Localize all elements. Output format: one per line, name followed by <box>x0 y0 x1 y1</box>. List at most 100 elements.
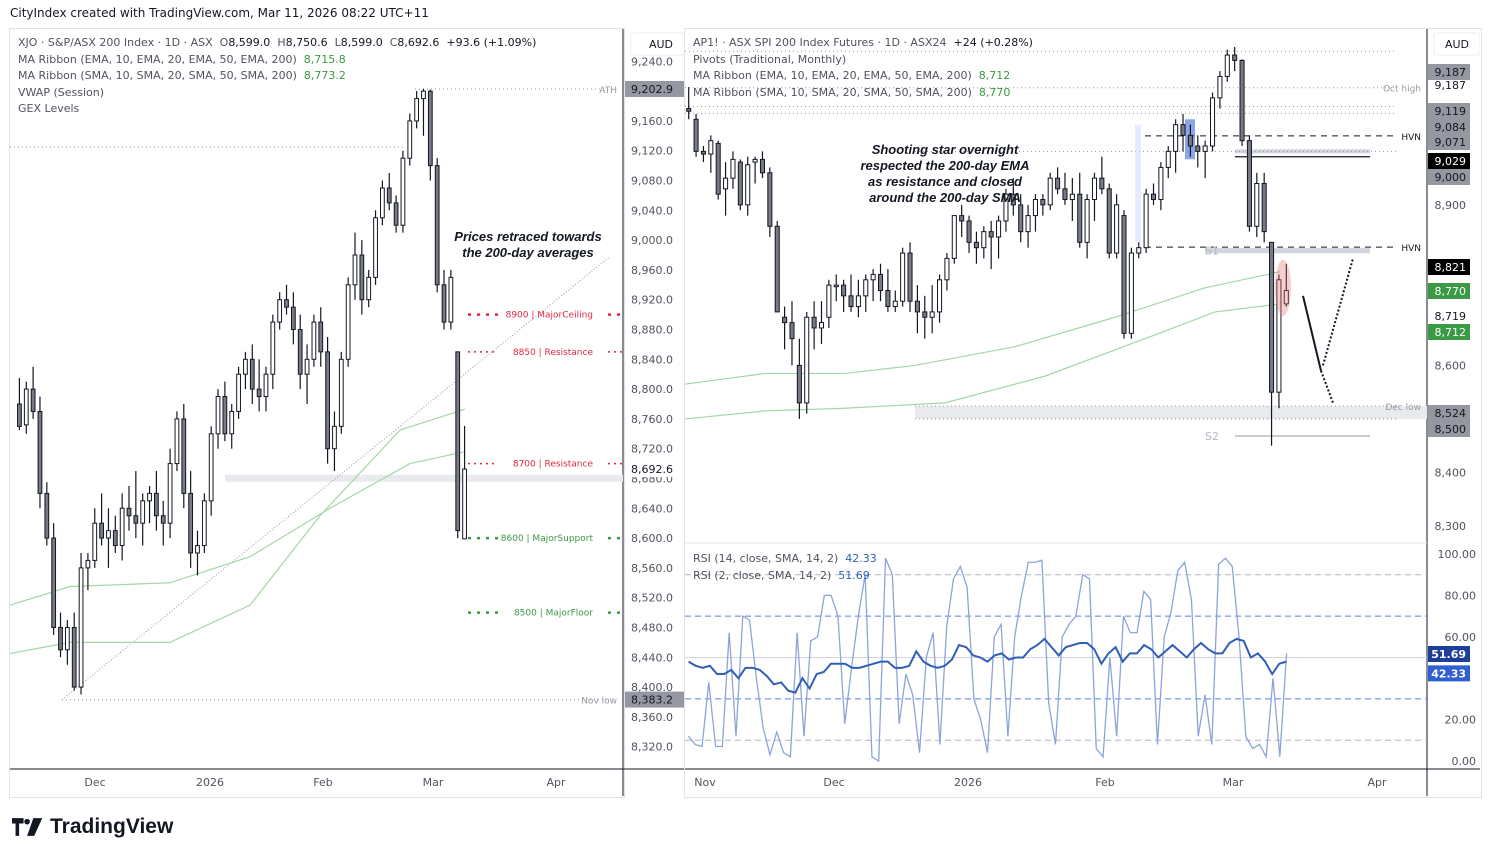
rsi14-line <box>688 637 1287 694</box>
candle-body <box>290 306 296 331</box>
rsi-tick: 100.00 <box>1438 548 1477 561</box>
candle-body <box>51 537 57 628</box>
candle-body <box>1217 75 1223 99</box>
right-ema-ribbon[interactable]: MA Ribbon (EMA, 10, EMA, 20, EMA, 50, EM… <box>693 68 1033 85</box>
price-tag-bg <box>625 80 684 97</box>
price-tag-bg <box>1428 283 1470 299</box>
right-pivots[interactable]: Pivots (Traditional, Monthly) <box>693 52 847 66</box>
candle-body <box>30 388 36 412</box>
candle-body <box>462 468 467 540</box>
candle-body <box>1106 188 1112 254</box>
candle-body <box>92 522 98 561</box>
right-symbol-line: AP1! · ASX SPI 200 Index Futures · 1D · … <box>693 35 1033 52</box>
right-sma-ribbon[interactable]: MA Ribbon (SMA, 10, SMA, 20, SMA, 50, SM… <box>693 85 1033 102</box>
candle-body <box>818 322 825 329</box>
candle-body <box>1010 193 1016 206</box>
candle-body <box>147 492 152 502</box>
price-tick: 8,880.0 <box>631 324 673 337</box>
gex-label: 8700 | Resistance <box>513 460 594 470</box>
gex-label: 8600 | MajorSupport <box>501 534 594 544</box>
sma-200-line <box>10 408 466 655</box>
price-tick: 9,240.0 <box>631 55 673 68</box>
tradingview-logo[interactable]: TradingView <box>12 815 173 839</box>
candle-body <box>1003 193 1009 222</box>
price-tag: 9,084 <box>1435 121 1467 134</box>
rsi-tick: 80.00 <box>1445 589 1477 602</box>
rsi2-value: 51.69 <box>838 568 870 582</box>
price-tag: 8,524 <box>1435 407 1467 420</box>
candle-body <box>71 626 77 688</box>
candle-body <box>455 351 461 532</box>
left-ema-ribbon[interactable]: MA Ribbon (EMA, 10, EMA, 20, EMA, 50, EM… <box>18 52 536 69</box>
time-tick: Feb <box>313 776 332 789</box>
last-price-bg <box>625 461 684 478</box>
time-tick: Apr <box>546 776 566 789</box>
candle-body <box>352 254 358 286</box>
candle-body <box>1055 177 1061 190</box>
candle-body <box>1040 199 1046 206</box>
price-tag: 8,770 <box>1435 285 1467 298</box>
candle-body <box>796 364 802 404</box>
price-tag: 9,071 <box>1435 136 1467 149</box>
close-value: 8,692.6 <box>397 36 440 49</box>
price-tick: 9,120.0 <box>631 145 673 158</box>
candle-body <box>23 388 29 426</box>
level-label: HVN <box>1401 133 1421 143</box>
candle-body <box>973 241 979 249</box>
candle-body <box>229 410 235 435</box>
left-gex-levels[interactable]: GEX Levels <box>18 102 80 115</box>
left-chart-canvas[interactable]: AUD9,240.09,200.09,160.09,120.09,080.09,… <box>10 29 684 796</box>
candle-body <box>833 284 839 288</box>
rsi14-legend[interactable]: RSI (14, close, SMA, 14, 2) 42.33 <box>693 551 877 568</box>
candle-body <box>723 177 729 190</box>
candle-body <box>885 290 891 308</box>
candle-body <box>737 161 743 206</box>
candle-body <box>767 172 773 227</box>
sma-ribbon-value: 8,773.2 <box>303 69 346 82</box>
candle-body <box>811 316 817 329</box>
candle-body <box>441 284 447 323</box>
candle-body <box>1121 215 1127 334</box>
left-annotation-line-1: Prices retraced towards <box>454 229 602 244</box>
candle-body <box>393 202 399 226</box>
candle-body <box>1173 124 1179 152</box>
tradingview-logo-icon <box>12 818 43 836</box>
candle-body <box>99 522 104 539</box>
candle-body <box>966 220 972 243</box>
candle-body <box>208 433 214 502</box>
candle-body <box>863 279 869 297</box>
price-tick: 8,840.0 <box>631 353 673 366</box>
candle-body <box>64 626 70 651</box>
rsi-tick: 60.00 <box>1445 631 1477 644</box>
price-tag-bg <box>1428 421 1470 437</box>
candle-body <box>160 515 166 524</box>
price-tick: 8,600 <box>1435 359 1467 372</box>
price-tag: 8,712 <box>1435 326 1467 339</box>
candle-body <box>325 351 330 450</box>
candle-body <box>277 299 283 323</box>
rsi2-legend[interactable]: RSI (2, close, SMA, 14, 2) 51.69 <box>693 568 877 585</box>
candle-body <box>133 515 139 524</box>
up-arrow-projection <box>1322 258 1354 366</box>
rsi2-line <box>687 557 1288 763</box>
high-label: H <box>277 36 286 49</box>
left-chart-panel[interactable] <box>9 28 625 798</box>
price-tag-bg <box>1428 153 1470 169</box>
candle-body <box>937 279 943 313</box>
candle-body <box>959 215 965 222</box>
left-sma-ribbon[interactable]: MA Ribbon (SMA, 10, SMA, 20, SMA, 50, SM… <box>18 68 536 85</box>
price-tick: 9,160.0 <box>631 115 673 128</box>
candle-body <box>332 425 337 450</box>
price-tick: 9,000.0 <box>631 234 673 247</box>
candle-body <box>201 500 207 547</box>
sma-200-line <box>685 271 1281 385</box>
candle-body <box>167 463 173 524</box>
candle-body <box>988 231 994 238</box>
price-tag: 9,029 <box>1435 155 1467 168</box>
time-tick: Dec <box>84 776 105 789</box>
candle-body <box>1210 97 1216 147</box>
right-chart-canvas[interactable]: AUD 8,900 8,600 8,400 8,300 Nov Dec 2026 Feb Mar A… <box>685 29 1480 796</box>
gex-label: 8900 | MajorCeiling <box>506 311 593 321</box>
time-tick: Mar <box>1223 776 1244 789</box>
left-vwap[interactable]: VWAP (Session) <box>18 85 105 99</box>
